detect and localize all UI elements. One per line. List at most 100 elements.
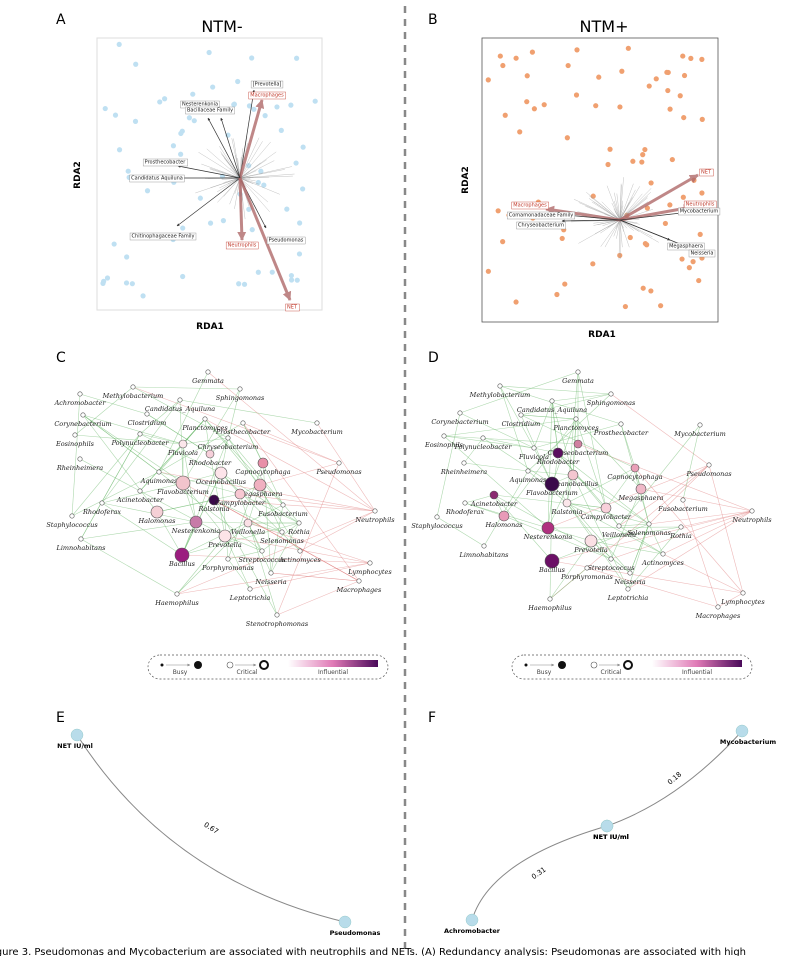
sample-point — [312, 98, 318, 104]
node-label: Veillonella — [602, 531, 636, 539]
edge — [220, 472, 229, 560]
vector-label: NET — [701, 170, 712, 176]
sample-point — [502, 112, 508, 118]
loading-line — [619, 188, 652, 221]
sample-point — [529, 49, 536, 55]
sample-point — [596, 74, 602, 80]
edge — [204, 418, 211, 455]
edge — [493, 494, 553, 562]
legend-label: Critical — [601, 669, 622, 676]
sample-point — [180, 273, 186, 280]
node — [518, 412, 524, 418]
sample-point — [662, 220, 669, 227]
vector-arrow — [238, 177, 292, 301]
edge — [634, 467, 650, 525]
node — [243, 518, 253, 528]
edge — [227, 462, 264, 560]
legend-symbol — [160, 663, 164, 667]
node — [77, 391, 83, 397]
node-label: Macrophages — [695, 612, 741, 620]
node — [174, 547, 190, 563]
node — [144, 411, 150, 417]
sample-point — [284, 206, 290, 212]
node-label: Mycobacterium — [720, 738, 776, 746]
loading-line — [614, 192, 621, 221]
edge — [207, 371, 376, 512]
edge — [158, 471, 241, 495]
edge — [204, 418, 376, 512]
label-box — [511, 201, 549, 210]
edge — [533, 400, 553, 449]
sample-point — [627, 234, 633, 241]
edge — [610, 393, 710, 466]
edge — [527, 470, 574, 476]
loading-line — [616, 193, 621, 221]
node — [497, 383, 503, 389]
loading-line — [578, 202, 621, 221]
sample-point — [116, 41, 122, 48]
label-box — [688, 249, 716, 258]
node-label: Pseudomonas — [330, 929, 381, 937]
sample-point — [191, 118, 197, 124]
node — [280, 502, 286, 508]
node-label: Neutrophils — [731, 516, 772, 524]
node — [137, 431, 143, 437]
node — [660, 551, 666, 557]
vector-arrow — [177, 165, 241, 179]
vector-arrow — [238, 99, 265, 179]
edge — [181, 554, 371, 564]
edge — [176, 510, 376, 595]
sample-point — [246, 103, 253, 109]
sample-point — [690, 259, 696, 265]
sample-point — [500, 239, 506, 245]
node-label: Streptococcus — [587, 564, 635, 572]
node-label: Rheinheimera — [440, 468, 487, 476]
sample-point — [197, 195, 203, 201]
sample-point — [622, 303, 628, 310]
node-label: Pseudomonas — [685, 470, 732, 478]
loading-line — [201, 163, 241, 179]
vector-label: Megasphaera — [669, 244, 703, 250]
node-label: Haemophilus — [527, 604, 572, 612]
node — [314, 420, 320, 426]
legend-symbol — [558, 661, 566, 669]
label-box — [225, 241, 259, 250]
node-label: Campylobacter — [215, 499, 266, 507]
vector-label: Mycobacterium — [680, 209, 719, 215]
sample-point — [573, 92, 580, 98]
legend-symbol — [194, 661, 202, 669]
edge — [606, 730, 743, 827]
node — [544, 553, 560, 569]
edge — [549, 483, 553, 600]
edge — [610, 510, 753, 560]
edge — [443, 418, 577, 437]
edge — [463, 437, 484, 464]
edge — [227, 558, 251, 590]
edge — [575, 418, 642, 490]
label-box — [678, 207, 721, 216]
edge — [156, 511, 183, 556]
node — [635, 483, 647, 495]
loading-line — [239, 177, 259, 185]
sample-point — [513, 299, 519, 305]
node-label: Flavobacterium — [156, 488, 209, 496]
label-box — [129, 174, 185, 183]
edge — [549, 540, 592, 600]
edge — [629, 523, 650, 574]
node — [547, 596, 553, 602]
node — [218, 529, 232, 543]
node-label: Flavobacterium — [525, 489, 578, 497]
edge — [547, 400, 553, 529]
sample-point — [681, 114, 687, 121]
edges — [71, 371, 376, 616]
edge — [627, 510, 753, 590]
edge — [74, 434, 184, 445]
legend-label: Busy — [537, 669, 552, 676]
edge — [213, 499, 283, 533]
legend-label: Influential — [318, 669, 348, 676]
label-box — [142, 158, 188, 167]
loading-line — [619, 177, 624, 221]
node — [600, 819, 614, 833]
edge — [549, 567, 588, 600]
sample-point — [231, 101, 237, 107]
